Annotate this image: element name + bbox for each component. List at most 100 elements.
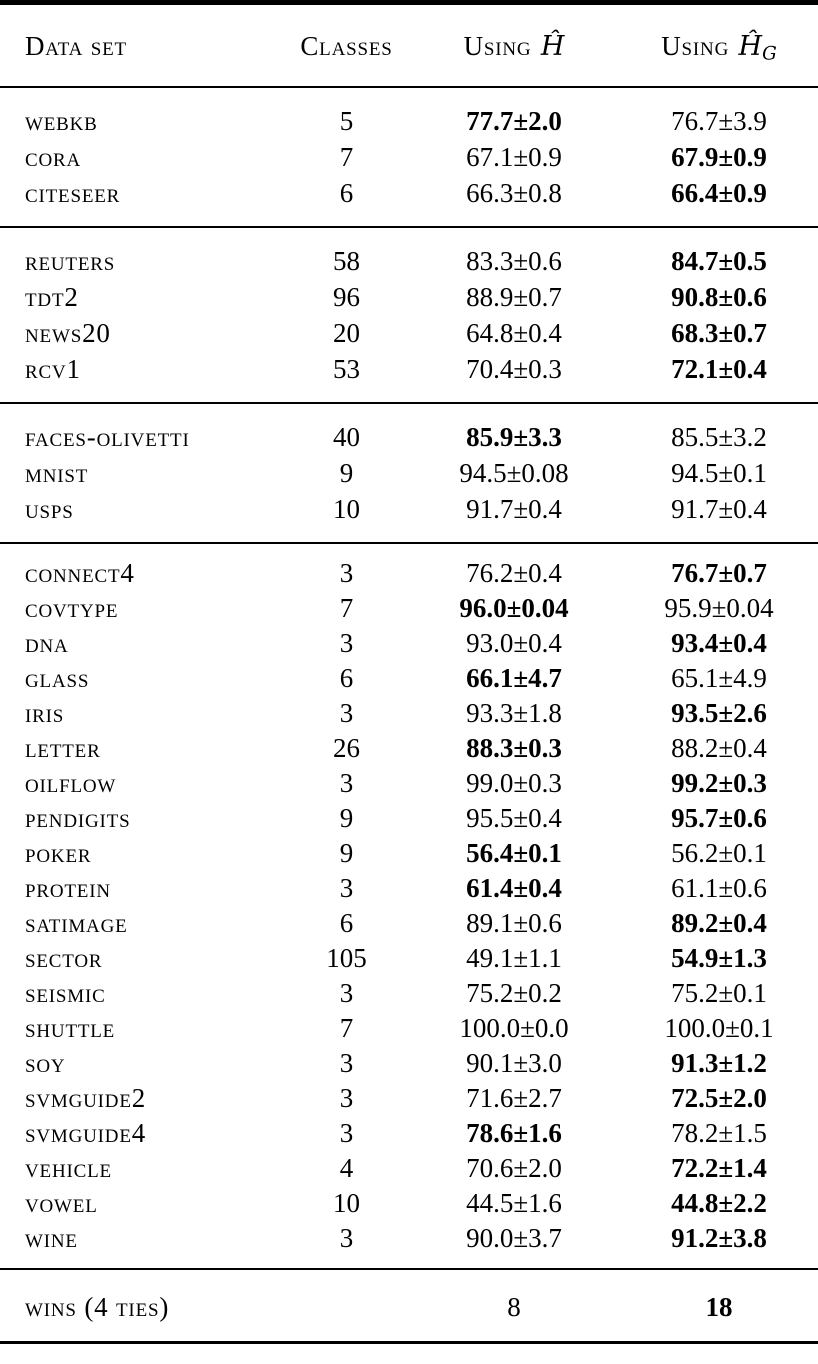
classes-count: 3	[339, 873, 354, 903]
using-hg-value: 75.2±0.1	[671, 978, 767, 1008]
classes-count: 6	[339, 908, 354, 938]
using-hg-value: 84.7±0.5	[671, 246, 767, 276]
classes-count: 26	[333, 733, 360, 763]
classes-count: 3	[339, 978, 354, 1008]
dataset-name: poker	[25, 838, 92, 868]
using-hg-value: 89.2±0.4	[671, 908, 767, 938]
dataset-name: sector	[25, 943, 103, 973]
using-h-value: 71.6±2.7	[466, 1083, 562, 1113]
header-using-h: Using Ĥ	[408, 31, 620, 62]
header-using-hg-label: Using	[661, 31, 730, 61]
using-h-value: 96.0±0.04	[459, 593, 569, 623]
using-h-value: 56.4±0.1	[466, 838, 562, 868]
using-hg-value: 99.2±0.3	[671, 768, 767, 798]
using-h-value: 94.5±0.08	[459, 458, 569, 488]
using-hg-value: 85.5±3.2	[671, 422, 767, 452]
header-data-set: Data set	[25, 31, 127, 61]
footer-wins-label: wins (4 ties)	[25, 1292, 170, 1322]
table-bottom-rule	[0, 1341, 818, 1344]
using-hg-value: 54.9±1.3	[671, 943, 767, 973]
section-rule	[0, 226, 818, 228]
section-rule	[0, 402, 818, 404]
classes-count: 9	[339, 838, 354, 868]
table-top-rule	[0, 0, 818, 5]
using-hg-value: 67.9±0.9	[671, 142, 767, 172]
classes-count: 53	[333, 354, 360, 384]
using-h-value: 77.7±2.0	[466, 106, 562, 136]
classes-count: 3	[339, 628, 354, 658]
using-h-value: 66.1±4.7	[466, 663, 562, 693]
dataset-name: usps	[25, 494, 74, 524]
using-hg-value: 88.2±0.4	[671, 733, 767, 763]
dataset-name: cora	[25, 142, 82, 172]
classes-count: 96	[333, 282, 360, 312]
using-hg-value: 95.9±0.04	[664, 593, 774, 623]
dataset-name: webkb	[25, 106, 98, 136]
classes-count: 10	[333, 1188, 360, 1218]
header-using-hg: Using ĤG	[620, 31, 818, 65]
using-h-value: 70.6±2.0	[466, 1153, 562, 1183]
h-hat-g-symbol: Ĥ	[738, 31, 763, 62]
classes-count: 3	[339, 1083, 354, 1113]
classes-count: 3	[339, 1048, 354, 1078]
using-h-value: 70.4±0.3	[466, 354, 562, 384]
using-hg-value: 94.5±0.1	[671, 458, 767, 488]
classes-count: 9	[339, 458, 354, 488]
classes-count: 3	[339, 558, 354, 588]
using-hg-value: 76.7±3.9	[671, 106, 767, 136]
using-h-value: 78.6±1.6	[466, 1118, 562, 1148]
using-hg-value: 76.7±0.7	[671, 558, 767, 588]
dataset-name: connect4	[25, 558, 135, 588]
using-h-value: 91.7±0.4	[466, 494, 562, 524]
section-rule	[0, 542, 818, 544]
dataset-name: tdt2	[25, 282, 79, 312]
using-h-value: 61.4±0.4	[466, 873, 562, 903]
using-hg-value: 91.3±1.2	[671, 1048, 767, 1078]
g-subscript: G	[762, 43, 777, 65]
dataset-name: svmguide2	[25, 1083, 147, 1113]
classes-count: 7	[339, 142, 354, 172]
using-h-value: 76.2±0.4	[466, 558, 562, 588]
dataset-name: reuters	[25, 246, 116, 276]
using-hg-value: 56.2±0.1	[671, 838, 767, 868]
dataset-name: vowel	[25, 1188, 98, 1218]
dataset-name: mnist	[25, 458, 89, 488]
classes-count: 4	[339, 1153, 354, 1183]
dataset-name: news20	[25, 318, 111, 348]
table-footer-row: wins (4 ties) 8 18	[0, 1270, 818, 1341]
using-h-value: 93.3±1.8	[466, 698, 562, 728]
dataset-name: letter	[25, 733, 101, 763]
dataset-name: svmguide4	[25, 1118, 147, 1148]
dataset-name: dna	[25, 628, 69, 658]
table-section-4: connect4 3 76.2±0.4 76.7±0.7 covtype 7 96.0±0.…	[0, 544, 818, 1268]
using-h-value: 44.5±1.6	[466, 1188, 562, 1218]
using-hg-value: 68.3±0.7	[671, 318, 767, 348]
dataset-name: protein	[25, 873, 111, 903]
using-hg-value: 66.4±0.9	[671, 178, 767, 208]
using-h-value: 89.1±0.6	[466, 908, 562, 938]
classes-count: 7	[339, 1013, 354, 1043]
table-section-3: faces-olivetti 40 85.9±3.3 85.5±3.2 mnist 9 94…	[0, 404, 818, 542]
classes-count: 40	[333, 422, 360, 452]
dataset-name: soy	[25, 1048, 66, 1078]
header-rule	[0, 86, 818, 88]
classes-count: 3	[339, 768, 354, 798]
classes-count: 9	[339, 803, 354, 833]
using-h-value: 99.0±0.3	[466, 768, 562, 798]
footer-hg-wins: 18	[705, 1292, 733, 1322]
using-hg-value: 44.8±2.2	[671, 1188, 767, 1218]
using-hg-value: 72.1±0.4	[671, 354, 767, 384]
classes-count: 3	[339, 698, 354, 728]
using-h-value: 67.1±0.9	[466, 142, 562, 172]
dataset-name: vehicle	[25, 1153, 112, 1183]
using-hg-value: 93.5±2.6	[671, 698, 767, 728]
table-section-1: webkb 5 77.7±2.0 76.7±3.9 cora 7 67.1±0.9 67.9±…	[0, 88, 818, 226]
header-using-h-label: Using	[463, 31, 532, 61]
dataset-name: iris	[25, 698, 65, 728]
using-h-value: 66.3±0.8	[466, 178, 562, 208]
classes-count: 58	[333, 246, 360, 276]
using-h-value: 83.3±0.6	[466, 246, 562, 276]
dataset-name: faces-olivetti	[25, 422, 190, 452]
using-h-value: 90.1±3.0	[466, 1048, 562, 1078]
